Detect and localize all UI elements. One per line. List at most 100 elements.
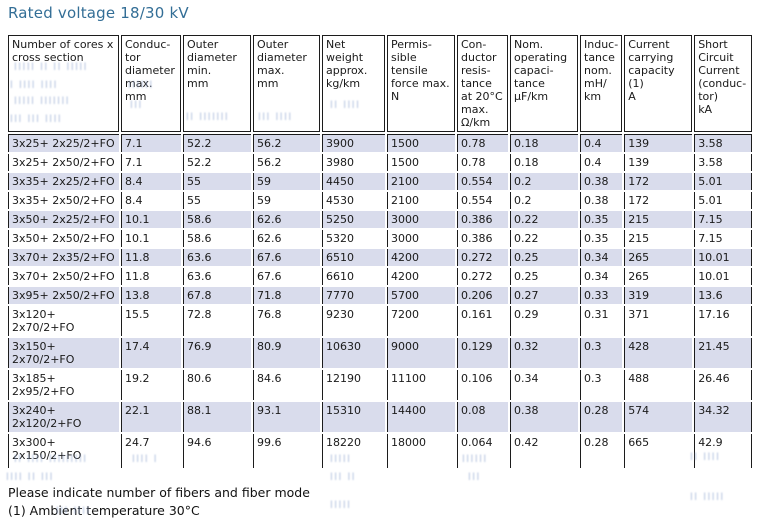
value-cell: 10.1 [121,230,181,247]
value-cell: 0.25 [510,268,578,285]
value-cell: 62.6 [253,230,320,247]
value-cell: 139 [624,154,692,171]
value-cell: 14400 [387,402,455,432]
value-cell: 80.6 [183,370,251,400]
value-cell: 11.8 [121,268,181,285]
cable-type-cell: 3x70+ 2x35/2+FO [8,249,119,266]
table-row: 3x185+ 2x95/2+FO 19.2 80.6 84.6 12190 11100 0.… [8,370,753,400]
cable-type-cell: 3x35+ 2x25/2+FO [8,173,119,190]
value-cell: 12190 [322,370,385,400]
value-cell: 215 [624,230,692,247]
value-cell: 22.1 [121,402,181,432]
table-row: 3x25+ 2x50/2+FO 7.1 52.2 56.2 3980 1500 0.78 0.… [8,154,753,171]
value-cell: 11.8 [121,249,181,266]
value-cell: 15.5 [121,306,181,336]
cable-type-cell: 3x25+ 2x50/2+FO [8,154,119,171]
value-cell: 265 [624,249,693,266]
value-cell: 172 [624,173,693,190]
value-cell: 84.6 [253,370,320,400]
value-cell: 52.2 [183,154,251,171]
value-cell: 0.35 [580,230,622,247]
value-cell: 67.6 [253,249,320,266]
value-cell: 0.32 [510,338,578,368]
value-cell: 5.01 [694,192,753,209]
value-cell: 0.42 [510,434,578,468]
value-cell: 3900 [322,134,385,152]
value-cell: 10.1 [121,211,181,228]
table-row: 3x150+ 2x70/2+FO 17.4 76.9 80.9 10630 9000 0.1… [8,338,753,368]
value-cell: 7770 [322,287,385,304]
value-cell: 56.2 [253,154,320,171]
value-cell: 67.6 [253,268,320,285]
value-cell: 34.32 [694,402,753,432]
value-cell: 7.15 [694,230,753,247]
value-cell: 8.4 [121,173,181,190]
value-cell: 55 [183,173,251,190]
table-row: 3x300+ 2x150/2+FO 24.7 94.6 99.6 18220 18000 0… [8,434,753,468]
table-row: 3x70+ 2x35/2+FO 11.8 63.6 67.6 6510 4200 0.272… [8,249,753,266]
cable-spec-table: Number of cores x cross section Conduc- t… [6,33,754,470]
value-cell: 0.78 [457,134,508,152]
value-cell: 0.22 [510,211,578,228]
value-cell: 0.554 [457,173,508,190]
cable-type-cell: 3x35+ 2x50/2+FO [8,192,119,209]
value-cell: 3000 [387,230,455,247]
value-cell: 2100 [387,173,455,190]
header-row: Number of cores x cross section Conduc- t… [8,35,753,132]
value-cell: 59 [253,192,320,209]
column-header-2: Outer diameter min. mm [183,35,251,132]
watermark-fragment: lll [468,472,481,483]
table-row: 3x50+ 2x50/2+FO 10.1 58.6 62.6 5320 3000 0.386… [8,230,753,247]
value-cell: 3980 [322,154,385,171]
table-row: 3x35+ 2x25/2+FO 8.4 55 59 4450 2100 0.554 0.2 0.… [8,173,753,190]
value-cell: 319 [624,287,693,304]
value-cell: 7.1 [121,134,181,152]
footer-note-fibers: Please indicate number of fibers and fib… [8,485,310,500]
value-cell: 18000 [387,434,455,468]
column-header-10: Short Circuit Current (conduc- tor) kA [694,35,753,132]
value-cell: 4200 [387,249,455,266]
value-cell: 428 [624,338,693,368]
value-cell: 93.1 [253,402,320,432]
value-cell: 76.9 [183,338,251,368]
value-cell: 7200 [387,306,455,336]
value-cell: 0.2 [510,173,578,190]
value-cell: 0.064 [457,434,508,468]
table-body: 3x25+ 2x25/2+FO 7.1 52.2 56.2 3900 1500 0.78 0.… [8,134,753,468]
cable-type-cell: 3x25+ 2x25/2+FO [8,134,119,152]
value-cell: 0.38 [580,173,623,190]
value-cell: 71.8 [253,287,320,304]
value-cell: 574 [624,402,693,432]
value-cell: 0.386 [457,230,508,247]
value-cell: 63.6 [183,268,251,285]
value-cell: 172 [624,192,692,209]
value-cell: 5700 [387,287,455,304]
value-cell: 26.46 [694,370,753,400]
value-cell: 17.4 [121,338,181,368]
watermark-fragment: lll ll [330,472,357,483]
column-header-0: Number of cores x cross section [8,35,119,132]
value-cell: 5320 [322,230,385,247]
value-cell: 80.9 [253,338,320,368]
value-cell: 0.22 [510,230,578,247]
value-cell: 4450 [322,173,385,190]
value-cell: 4200 [387,268,455,285]
value-cell: 0.28 [580,402,623,432]
value-cell: 0.28 [580,434,622,468]
value-cell: 3000 [387,211,455,228]
column-header-9: Current carrying capacity (1) A [624,35,693,132]
value-cell: 9230 [322,306,385,336]
cable-type-cell: 3x50+ 2x50/2+FO [8,230,119,247]
value-cell: 488 [624,370,692,400]
column-header-7: Nom. operating capaci- tance µF/km [510,35,578,132]
value-cell: 8.4 [121,192,181,209]
value-cell: 11100 [387,370,455,400]
value-cell: 0.272 [457,268,508,285]
value-cell: 0.38 [510,402,578,432]
value-cell: 13.8 [121,287,181,304]
value-cell: 5250 [322,211,385,228]
value-cell: 42.9 [694,434,753,468]
column-header-1: Conduc- tor diameter max. mm [121,35,181,132]
value-cell: 4530 [322,192,385,209]
table-row: 3x50+ 2x25/2+FO 10.1 58.6 62.6 5250 3000 0.386… [8,211,753,228]
